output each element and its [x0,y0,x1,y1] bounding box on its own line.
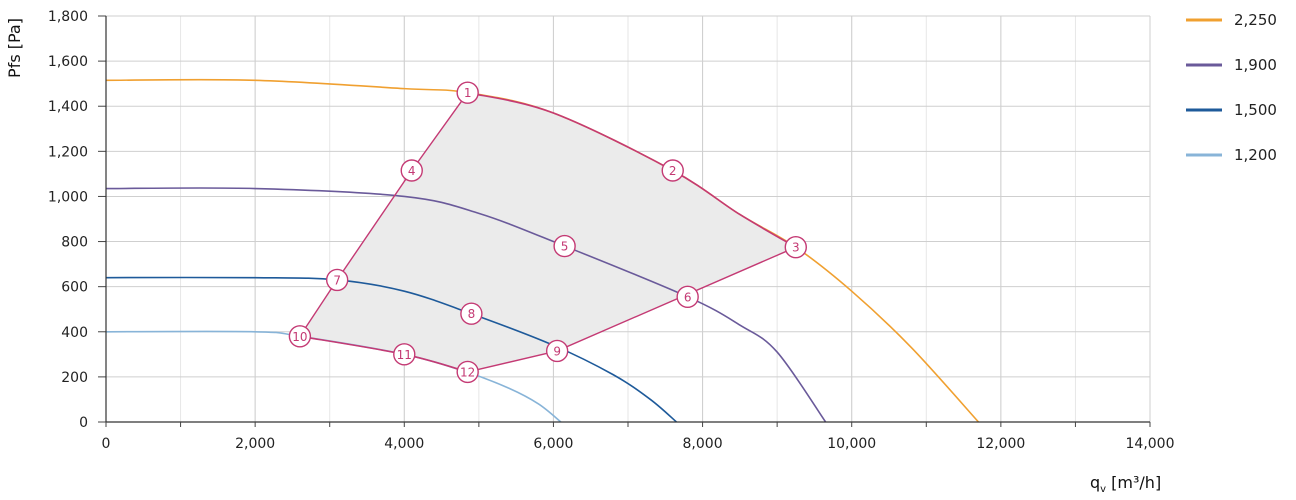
operating-point-label: 9 [553,344,561,358]
x-tick-label: 0 [102,436,111,452]
x-axis-label: qv [m³/h] [1090,473,1161,495]
y-tick-label: 400 [61,325,88,341]
x-axis-label-main: q [1090,473,1100,492]
operating-point-12: 12 [456,360,479,384]
series-line-1500 [105,276,677,423]
axes: 0 2,000 4,000 6,000 8,000 10,000 12,000 14,000 0… [48,9,1175,452]
series-line-1900 [105,187,827,423]
legend-item: 1,900 [1186,56,1277,74]
x-axis-label-sub: v [1100,484,1106,495]
operating-point-label: 12 [460,365,475,379]
operating-point-5: 5 [553,234,576,258]
x-tick-label: 10,000 [827,436,876,452]
operating-point-marker [460,302,483,325]
y-tick-label: 800 [61,235,88,251]
y-tick-label: 1,400 [48,99,88,115]
operating-point-marker [456,81,479,104]
y-axis-label: Pfs [Pa] [5,18,24,78]
envelope-left-line [299,92,469,337]
operating-point-label: 4 [408,164,416,178]
x-tick-label: 14,000 [1126,436,1175,452]
operating-point-marker [553,234,576,258]
operating-point-marker [288,325,312,348]
y-tick-label: 200 [61,370,88,386]
operating-point-marker [661,159,684,182]
operating-point-label: 10 [292,330,307,344]
operating-point-label: 11 [397,348,412,362]
operating-point-7: 7 [325,268,349,292]
y-tick-label: 1,600 [48,54,88,70]
operating-point-marker [325,268,349,292]
operating-point-label: 5 [561,240,569,254]
envelope-fill [299,92,796,372]
operating-point-11: 11 [393,343,416,366]
legend-label: 1,500 [1234,101,1277,119]
legend-label: 2,250 [1234,11,1277,29]
operating-point-label: 2 [669,164,677,178]
legend-item: 2,250 [1186,11,1277,29]
x-tick-label: 2,000 [235,436,275,452]
x-tick-label: 12,000 [976,436,1025,452]
operating-point-1: 1 [456,81,479,104]
operating-point-label: 3 [792,241,800,255]
legend-item: 1,500 [1186,101,1277,119]
legend-label: 1,200 [1234,146,1277,164]
operating-envelope [299,92,796,372]
operating-point-marker [400,159,423,182]
operating-point-10: 10 [288,325,312,348]
operating-point-marker [545,339,569,363]
legend-item: 1,200 [1186,146,1277,164]
x-tick-label: 6,000 [533,436,573,452]
operating-point-label: 8 [468,307,476,321]
operating-point-9: 9 [545,339,569,363]
operating-point-6: 6 [676,285,699,309]
y-tick-label: 1,000 [48,189,88,205]
operating-point-marker [676,285,699,309]
operating-point-2: 2 [661,159,684,182]
operating-point-8: 8 [460,302,483,325]
legend-label: 1,900 [1234,56,1277,74]
operating-point-marker [393,343,416,366]
operating-point-marker [784,235,807,259]
operating-point-4: 4 [400,159,423,182]
operating-point-label: 7 [333,273,341,287]
y-tick-label: 0 [79,415,88,431]
x-tick-label: 4,000 [384,436,424,452]
y-tick-label: 1,200 [48,144,88,160]
y-tick-label: 600 [61,280,88,296]
operating-point-marker [456,360,479,384]
legend: 2,250 1,900 1,500 1,200 [1186,11,1277,164]
grid [105,15,1151,423]
y-tick-label: 1,800 [48,9,88,25]
operating-point-label: 1 [464,86,472,100]
x-axis-label-unit: [m³/h] [1106,473,1161,492]
x-tick-label: 8,000 [683,436,723,452]
operating-point-label: 6 [684,290,692,304]
operating-point-3: 3 [784,235,807,259]
